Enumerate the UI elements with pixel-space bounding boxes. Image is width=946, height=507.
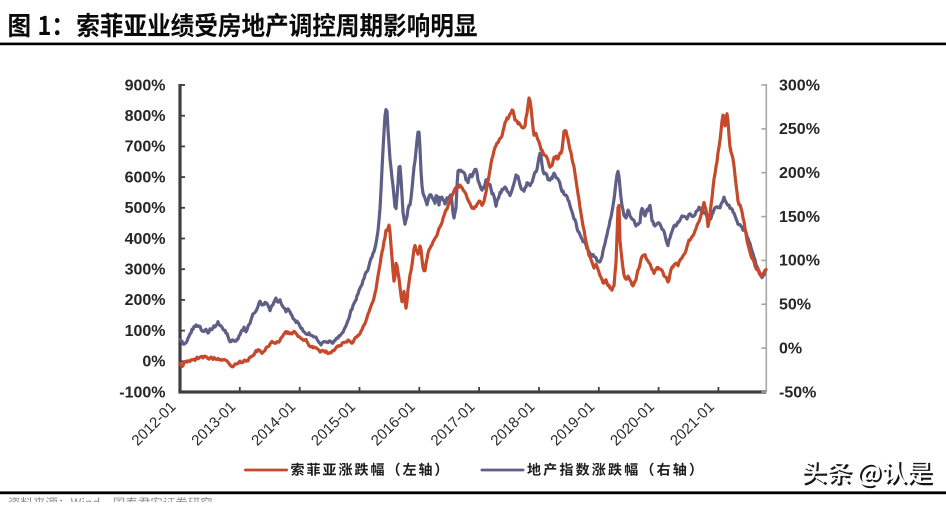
- svg-text:800%: 800%: [125, 108, 166, 125]
- svg-text:250%: 250%: [779, 121, 820, 138]
- svg-text:600%: 600%: [125, 169, 166, 186]
- svg-text:0%: 0%: [142, 354, 165, 371]
- svg-text:400%: 400%: [125, 231, 166, 248]
- svg-text:300%: 300%: [125, 262, 166, 279]
- svg-text:700%: 700%: [125, 139, 166, 156]
- svg-text:100%: 100%: [125, 323, 166, 340]
- svg-text:500%: 500%: [125, 200, 166, 217]
- svg-text:200%: 200%: [125, 292, 166, 309]
- svg-text:50%: 50%: [779, 297, 811, 314]
- svg-text:150%: 150%: [779, 209, 820, 226]
- svg-text:-50%: -50%: [779, 384, 816, 401]
- svg-text:900%: 900%: [125, 77, 166, 94]
- svg-text:-100%: -100%: [119, 384, 165, 401]
- svg-text:0%: 0%: [779, 340, 802, 357]
- svg-text:200%: 200%: [779, 165, 820, 182]
- svg-text:300%: 300%: [779, 77, 820, 94]
- svg-text:100%: 100%: [779, 253, 820, 270]
